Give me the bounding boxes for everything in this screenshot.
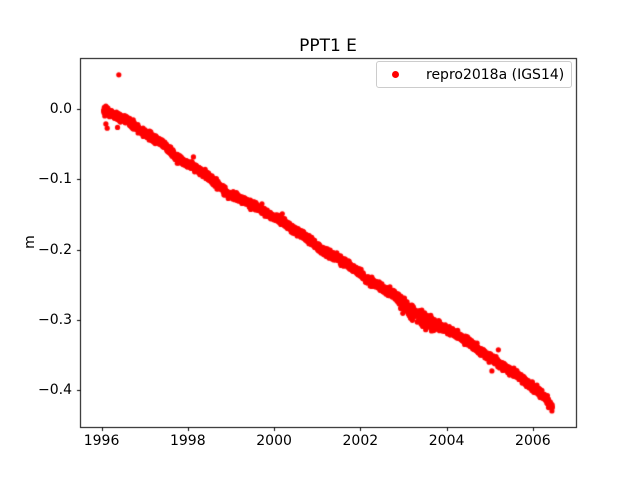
- y-tick-label: −0.4: [38, 381, 72, 398]
- y-tick-label: −0.2: [38, 241, 72, 258]
- x-tick-label: 2002: [342, 433, 379, 449]
- x-tick-label: 1998: [169, 433, 206, 449]
- legend: repro2018a (IGS14): [376, 61, 572, 88]
- legend-label: repro2018a (IGS14): [426, 66, 565, 83]
- y-tick-label: −0.3: [38, 311, 72, 328]
- y-tick-label: 0.0: [49, 101, 72, 118]
- x-tick-label: 1996: [83, 433, 120, 449]
- legend-marker-dot-icon: [392, 71, 399, 78]
- y-tick-label: −0.1: [38, 171, 72, 188]
- x-tick-label: 2006: [515, 433, 551, 449]
- chart-title: PPT1 E: [299, 36, 357, 56]
- x-tick-label: 2000: [256, 433, 292, 449]
- x-tick-label: 2004: [428, 433, 465, 449]
